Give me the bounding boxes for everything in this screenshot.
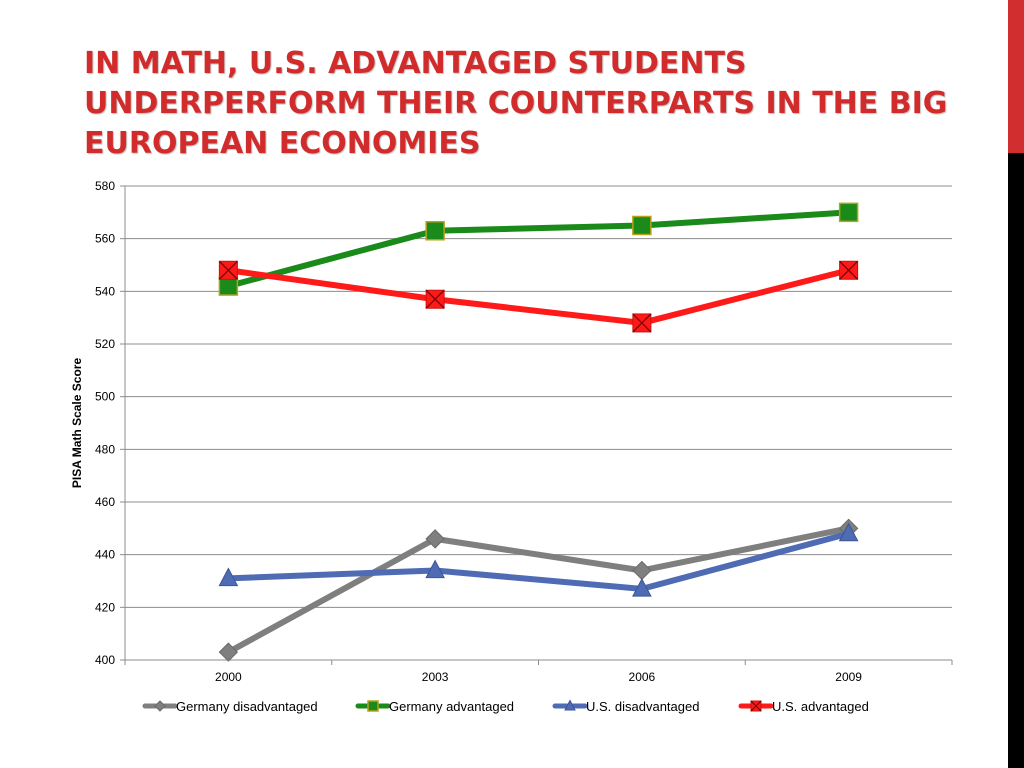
legend-label: U.S. advantaged <box>772 699 869 714</box>
legend-item: U.S. advantaged <box>738 699 869 714</box>
data-point <box>632 313 652 333</box>
series-line <box>225 530 852 592</box>
y-tick-label: 500 <box>95 390 115 404</box>
data-point <box>425 559 445 579</box>
legend-marker <box>750 700 762 712</box>
y-tick-label: 540 <box>95 284 115 298</box>
data-point <box>425 221 445 241</box>
series-line <box>225 209 852 290</box>
line-chart: 400 420 440 460 480 500 520 540 560 580 2000 2003 20… <box>70 179 953 714</box>
x-tick-label: 2000 <box>215 670 242 684</box>
data-point <box>632 215 652 236</box>
axes: 400 420 440 460 480 500 520 540 560 580 2000 2003 20… <box>70 179 953 684</box>
legend-item: U.S. disadvantaged <box>552 699 699 714</box>
legend-label: U.S. disadvantaged <box>586 699 699 714</box>
legend: Germany disadvantaged Germany advantaged U… <box>142 699 869 714</box>
data-point <box>839 260 859 280</box>
y-axis-title: PISA Math Scale Score <box>70 358 84 489</box>
x-tick-label: 2003 <box>422 670 449 684</box>
data-point <box>632 577 652 597</box>
legend-marker <box>154 700 166 712</box>
legend-marker <box>564 699 576 711</box>
legend-label: Germany disadvantaged <box>176 699 318 714</box>
series-line <box>225 267 852 326</box>
data-point <box>218 276 239 296</box>
series-lines <box>218 202 859 662</box>
edge-accent-bar-red <box>1008 0 1024 153</box>
y-tick-label: 580 <box>95 179 115 193</box>
y-tick-label: 420 <box>95 600 115 614</box>
data-point <box>425 529 445 549</box>
series-u-s-disadvantaged <box>218 522 859 597</box>
legend-label: Germany advantaged <box>389 699 514 714</box>
data-point <box>218 260 238 280</box>
legend-item: Germany disadvantaged <box>142 699 318 714</box>
slide-title: IN MATH, U.S. ADVANTAGED STUDENTS UNDERP… <box>84 46 948 161</box>
legend-marker <box>367 700 379 712</box>
series-line <box>225 525 852 656</box>
y-tick-label: 460 <box>95 495 115 509</box>
series-germany-advantaged <box>218 202 859 296</box>
y-tick-label: 560 <box>95 232 115 246</box>
data-point <box>838 202 859 223</box>
data-point <box>425 289 445 309</box>
y-tick-label: 520 <box>95 337 115 351</box>
x-tick-label: 2009 <box>835 670 862 684</box>
x-tick-label: 2006 <box>629 670 656 684</box>
y-tick-label: 480 <box>95 442 115 456</box>
edge-accent-bar-black <box>1008 153 1024 768</box>
y-tick-label: 400 <box>95 653 115 667</box>
data-point <box>218 642 239 662</box>
data-point <box>632 560 652 581</box>
data-point <box>218 567 239 587</box>
series-u-s-advantaged <box>218 260 859 333</box>
legend-item: Germany advantaged <box>355 699 514 714</box>
gridlines <box>125 185 952 608</box>
data-point <box>838 522 859 542</box>
series-germany-disadvantaged <box>218 518 859 662</box>
y-tick-label: 440 <box>95 548 115 562</box>
